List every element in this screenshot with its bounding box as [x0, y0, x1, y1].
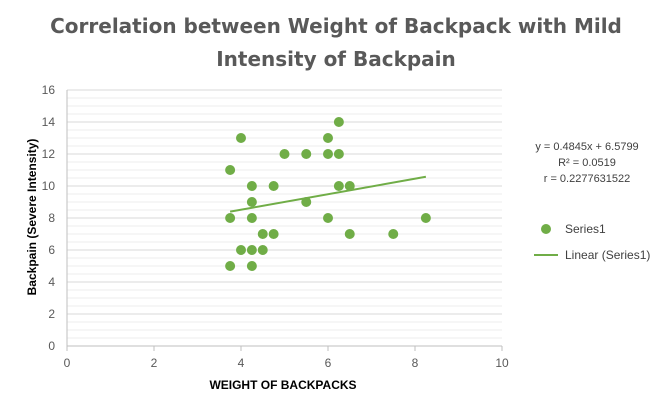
data-point — [323, 133, 333, 143]
data-point — [268, 181, 279, 191]
data-point — [246, 261, 257, 271]
data-point — [301, 197, 312, 207]
data-point — [236, 245, 246, 255]
trendline — [229, 175, 427, 213]
data-point — [333, 149, 344, 159]
y-tick-label: 10 — [42, 179, 56, 193]
y-tick-label: 4 — [48, 275, 55, 289]
chart-title-line-2: Intensity of Backpain — [216, 47, 456, 71]
data-point — [225, 261, 236, 271]
y-tick-label: 14 — [42, 115, 56, 129]
legend-label-trendline: Linear (Series1) — [565, 248, 650, 262]
trendline-r-squared-text: R² = 0.0519 — [558, 157, 616, 169]
x-tick-label: 4 — [238, 356, 245, 370]
legend-marker-series1 — [541, 224, 551, 234]
x-tick-label: 6 — [325, 356, 332, 370]
data-point — [279, 149, 290, 159]
data-point — [246, 197, 257, 207]
trendline-equation-text: y = 0.4845x + 6.5799 — [535, 141, 638, 153]
y-tick-label: 2 — [48, 307, 55, 321]
data-point — [246, 181, 257, 191]
data-point — [333, 117, 344, 127]
data-point — [225, 213, 236, 223]
y-tick-label: 6 — [48, 243, 55, 257]
data-point — [257, 229, 268, 239]
y-tick-label: 0 — [48, 339, 55, 353]
data-points — [225, 117, 431, 271]
data-point — [388, 229, 399, 239]
data-point — [333, 181, 344, 191]
data-point — [344, 229, 355, 239]
x-tick-label: 8 — [412, 356, 419, 370]
data-point — [301, 149, 312, 159]
trendline-r-text: r = 0.2277631522 — [544, 173, 631, 185]
data-point — [344, 181, 355, 191]
y-tick-label: 16 — [42, 83, 56, 97]
x-tick-label: 10 — [495, 356, 509, 370]
x-tick-label: 0 — [64, 356, 71, 370]
data-point — [246, 213, 257, 223]
x-axis-title: WEIGHT OF BACKPACKS — [209, 378, 356, 392]
y-axis-title: Backpain (Severe Intensity) — [25, 139, 39, 296]
data-point — [323, 149, 333, 159]
data-point — [225, 165, 236, 175]
data-point — [246, 245, 257, 255]
data-point — [257, 245, 268, 255]
chart-title-line-1: Correlation between Weight of Backpack w… — [50, 14, 622, 38]
data-point — [420, 213, 431, 223]
y-tick-label: 12 — [42, 147, 56, 161]
y-tick-label: 8 — [48, 211, 55, 225]
legend-label-series1: Series1 — [565, 222, 606, 236]
data-point — [268, 229, 279, 239]
axes: 0 2 4 6 8 10 12 14 16 0 2 4 6 8 10 — [42, 83, 509, 370]
data-point — [236, 133, 246, 143]
data-point — [323, 213, 333, 223]
trendline-equation: y = 0.4845x + 6.5799 R² = 0.0519 r = 0.2… — [535, 141, 638, 185]
x-tick-label: 2 — [151, 356, 158, 370]
gridlines — [67, 89, 502, 339]
legend: Series1 Linear (Series1) — [534, 222, 650, 262]
trendline-layer — [229, 175, 427, 213]
